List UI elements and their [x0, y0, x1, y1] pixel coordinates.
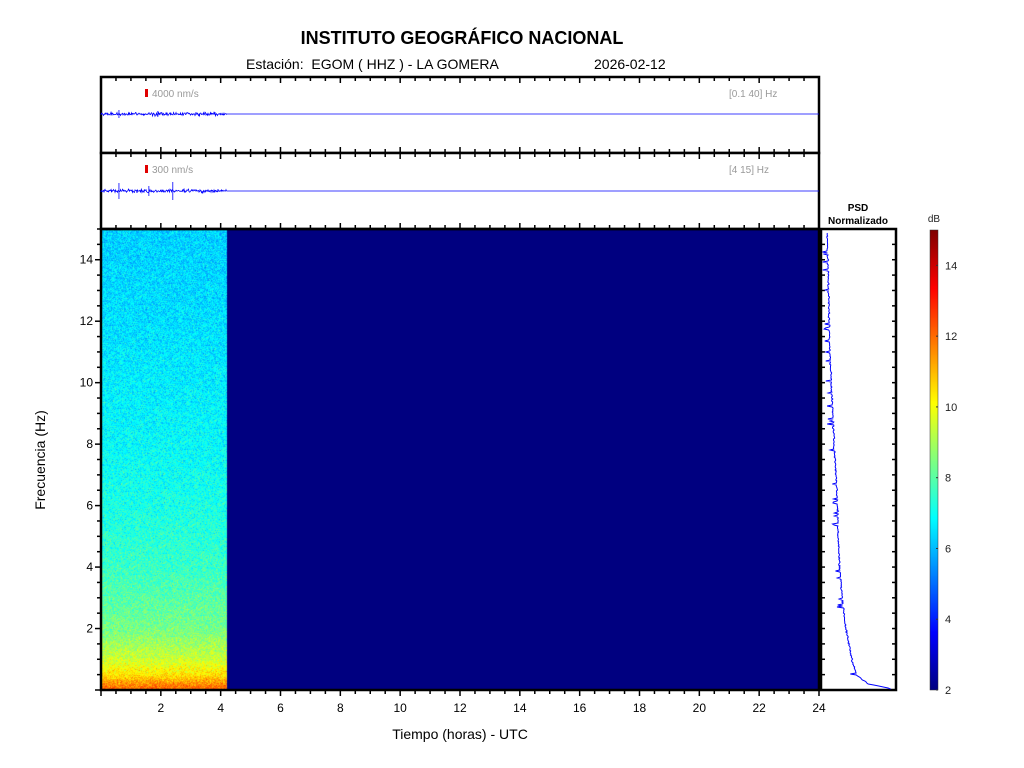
spectrogram-frame [99, 227, 821, 692]
figure-title: INSTITUTO GEOGRÁFICO NACIONAL [300, 28, 624, 48]
frequency-band-label: [4 15] Hz [729, 165, 769, 176]
x-tick-label: 10 [393, 701, 407, 715]
x-tick-label: 14 [513, 701, 527, 715]
frequency-band-label: [0.1 40] Hz [729, 89, 777, 100]
psd-panel-frame [819, 227, 898, 692]
x-tick-label: 6 [277, 701, 284, 715]
x-tick-label: 8 [337, 701, 344, 715]
colorbar-gradient [930, 230, 938, 690]
colorbar-tick-label: 2 [945, 685, 951, 697]
x-tick-label: 12 [453, 701, 467, 715]
y-tick-label: 12 [80, 314, 94, 328]
psd-curve [822, 232, 891, 690]
amplitude-scale-bar [145, 165, 148, 173]
spectrogram-image [101, 229, 819, 690]
x-tick-label: 2 [157, 701, 164, 715]
colorbar-tick-label: 14 [945, 260, 957, 272]
colorbar-tick-label: 10 [945, 402, 957, 414]
y-tick-label: 14 [80, 253, 94, 267]
y-tick-label: 10 [80, 376, 94, 390]
y-tick-label: 4 [86, 560, 93, 574]
x-axis-label: Tiempo (horas) - UTC [392, 726, 528, 742]
seismic-trace-1 [100, 110, 819, 118]
y-tick-label: 6 [86, 499, 93, 513]
y-tick-label: 2 [86, 622, 93, 636]
x-tick-label: 22 [752, 701, 766, 715]
x-tick-label: 4 [217, 701, 224, 715]
psd-title-line2: Normalizado [828, 216, 888, 227]
amplitude-scale-label: 300 nm/s [152, 165, 193, 176]
date-label: 2026-02-12 [594, 56, 666, 72]
seismic-trace-2 [100, 182, 819, 200]
x-tick-label: 16 [573, 701, 587, 715]
x-tick-label: 18 [633, 701, 647, 715]
colorbar-label: dB [928, 214, 941, 225]
colorbar-tick-label: 6 [945, 543, 951, 555]
colorbar-tick-label: 4 [945, 614, 951, 626]
psd-title-line1: PSD [848, 203, 869, 214]
station-label: Estación: EGOM ( HHZ ) - LA GOMERA [246, 56, 499, 72]
x-tick-label: 24 [812, 701, 826, 715]
x-tick-label: 20 [693, 701, 707, 715]
colorbar-frame [929, 229, 939, 691]
amplitude-scale-bar [145, 89, 148, 97]
y-axis-label: Frecuencia (Hz) [32, 410, 48, 510]
colorbar-tick-label: 12 [945, 331, 957, 343]
y-tick-label: 8 [86, 437, 93, 451]
colorbar-tick-label: 8 [945, 473, 951, 485]
amplitude-scale-label: 4000 nm/s [152, 89, 199, 100]
